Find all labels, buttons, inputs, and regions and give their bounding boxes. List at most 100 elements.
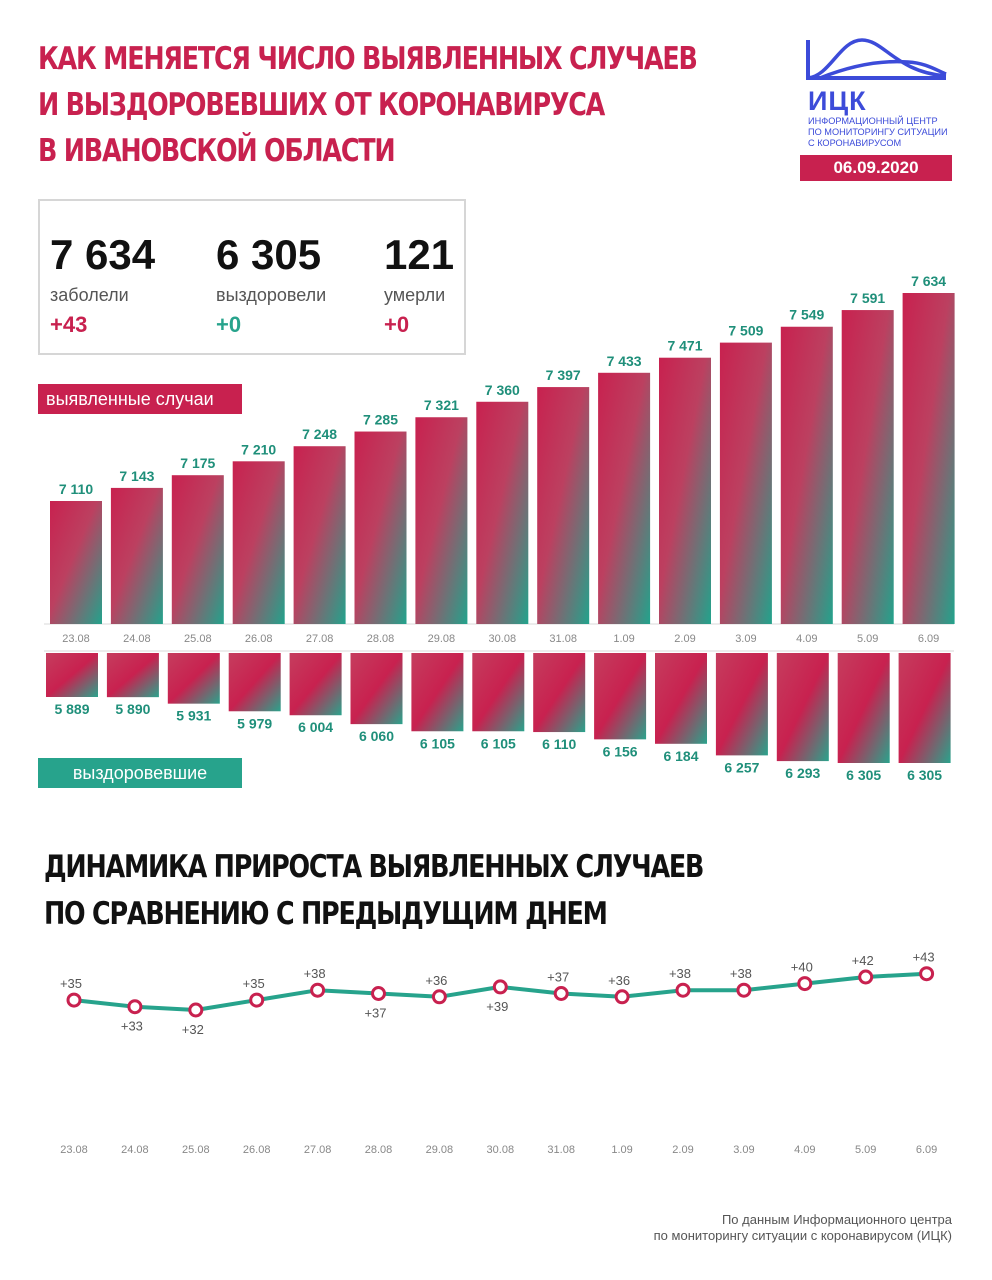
stat-recovered-value: 6 305 [216,231,322,278]
growth-point [614,989,630,1005]
recovered-bar [411,653,464,732]
cases-bar-label: 7 360 [485,382,520,398]
recovered-bar [472,653,525,732]
recovered-bar-label: 6 004 [298,719,333,735]
stat-died-label: умерли [384,285,446,305]
recovered-bar-label: 6 156 [603,743,638,759]
recovered-bar [898,653,951,763]
growth-date-tick-label: 31.08 [547,1144,575,1156]
recovered-bar-label: 5 979 [237,715,272,731]
growth-point-label: +35 [60,976,82,991]
growth-point-label: +38 [669,966,691,981]
recovered-bar [655,653,707,744]
growth-point [675,982,691,998]
date-tick-label: 6.09 [918,633,939,645]
stat-died: 121 умерли +0 [384,231,454,338]
growth-point [919,966,935,982]
cases-bar [841,310,894,624]
growth-point [553,986,569,1001]
logo-subtitle: ИНФОРМАЦИОННЫЙ ЦЕНТР ПО МОНИТОРИНГУ СИТУ… [808,116,948,149]
date-tick-label: 4.09 [796,633,817,645]
cases-bar [354,431,407,624]
date-tick-label: 23.08 [62,633,90,645]
date-tick-label: 2.09 [674,633,695,645]
source-note: По данным Информационного центра по мони… [654,1212,952,1244]
growth-point-label: +38 [730,966,752,981]
growth-date-tick-label: 3.09 [733,1144,754,1156]
growth-point [797,976,813,992]
logo-wave-icon [806,38,947,80]
date-tick-label: 1.09 [613,633,634,645]
growth-point [431,989,447,1005]
growth-date-tick-label: 27.08 [304,1144,332,1156]
growth-date-tick-label: 6.09 [916,1144,937,1156]
cases-bar [902,293,955,624]
growth-point [492,979,508,995]
growth-point-label: +36 [425,973,447,988]
page-title: КАК МЕНЯЕТСЯ ЧИСЛО ВЫЯВЛЕННЫХ СЛУЧАЕВ И … [38,36,698,174]
date-tick-label: 25.08 [184,633,212,645]
recovered-bar-label: 6 305 [846,767,881,783]
growth-date-tick-label: 23.08 [60,1144,88,1156]
growth-point [310,982,326,998]
growth-point-label: +39 [486,999,508,1014]
recovered-bar-label: 6 305 [907,767,942,783]
recovered-bar-label: 5 890 [115,701,150,717]
cases-bar [110,487,163,624]
cases-bar-label: 7 248 [302,426,337,442]
cases-recovered-bar-chart: 7 110 23.08 7 143 24.08 7 175 25.08 7 210 26.08… [44,273,955,783]
stat-infected-delta: +43 [50,312,88,337]
title-line-2: И ВЫЗДОРОВЕВШИХ ОТ КОРОНАВИРУСА [38,87,605,123]
cases-bar-label: 7 634 [911,273,946,289]
cases-bar [476,401,529,624]
cases-bar [598,372,651,624]
growth-point-label: +37 [547,970,569,985]
recovered-bar [350,653,403,725]
stat-infected-label: заболели [50,285,129,305]
recovered-bar [106,653,159,698]
recovered-bar-label: 5 889 [54,701,89,717]
growth-date-tick-label: 26.08 [243,1144,271,1156]
cases-bar-label: 7 509 [728,323,763,339]
growth-point [66,992,82,1008]
growth-point-label: +43 [913,950,935,965]
growth-point-label: +42 [852,953,874,968]
stat-infected-value: 7 634 [50,231,156,278]
recovered-bar-label: 6 105 [481,735,516,751]
growth-date-tick-label: 30.08 [487,1144,515,1156]
date-tick-label: 28.08 [367,633,395,645]
stat-recovered-label: выздоровели [216,285,327,305]
growth-title-line-2: ПО СРАВНЕНИЮ С ПРЕДЫДУЩИМ ДНЕМ [44,896,608,932]
recovered-bar [533,653,586,733]
logo-subtitle-line: ПО МОНИТОРИНГУ СИТУАЦИИ [808,127,948,137]
date-tick-label: 27.08 [306,633,334,645]
recovered-bar-label: 5 931 [176,708,211,724]
growth-chart-title: ДИНАМИКА ПРИРОСТА ВЫЯВЛЕННЫХ СЛУЧАЕВ ПО … [44,844,704,938]
cases-bar-label: 7 285 [363,412,398,428]
growth-point-label: +33 [121,1019,143,1034]
recovered-bar-label: 6 184 [663,748,698,764]
cases-bar-label: 7 143 [119,468,154,484]
recovered-bar [167,653,220,704]
cases-bar [293,446,346,624]
logo-name: ИЦК [808,86,867,116]
growth-date-tick-label: 29.08 [426,1144,454,1156]
cases-bar-label: 7 397 [546,367,581,383]
stat-recovered: 6 305 выздоровели +0 [216,231,326,338]
logo-subtitle-line: С КОРОНАВИРУСОМ [808,138,902,148]
stat-died-value: 121 [384,231,455,278]
cases-bar [537,387,590,624]
growth-point [858,969,874,985]
growth-date-tick-label: 28.08 [365,1144,393,1156]
growth-point-label: +32 [182,1022,204,1037]
recovered-bar-label: 6 110 [542,736,576,752]
growth-date-tick-label: 1.09 [611,1144,632,1156]
cases-bar [232,461,285,624]
source-line: По данным Информационного центра [721,1212,952,1227]
cases-bar-label: 7 210 [241,441,276,457]
recovered-bar-label: 6 293 [785,765,820,781]
growth-date-tick-label: 5.09 [855,1144,876,1156]
growth-point [371,986,386,1001]
cases-bar-label: 7 549 [789,307,824,323]
growth-point-label: +36 [608,973,630,988]
